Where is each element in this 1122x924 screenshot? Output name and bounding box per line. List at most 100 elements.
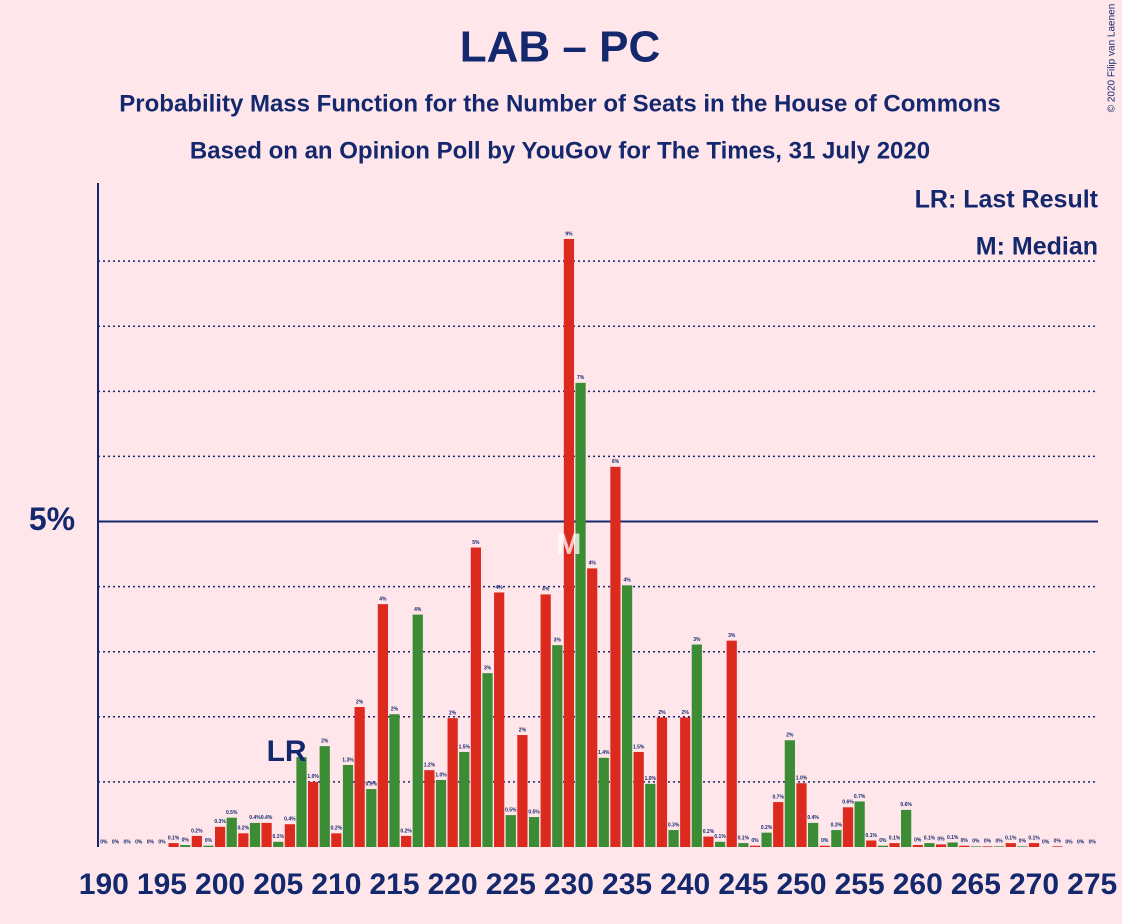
data-label: 0.1%: [866, 833, 878, 839]
bar: [540, 594, 551, 847]
bar: [773, 802, 784, 847]
data-label: 4%: [496, 585, 504, 591]
bar: [575, 382, 586, 847]
bar: [284, 824, 295, 847]
data-label: 3%: [693, 637, 701, 643]
data-label: 0.4%: [284, 817, 296, 823]
data-label: 4%: [589, 561, 597, 567]
chart-subtitle: Based on an Opinion Poll by YouGov for T…: [190, 137, 930, 164]
bar: [331, 833, 342, 847]
bar: [517, 735, 528, 847]
data-label: 0%: [100, 839, 108, 845]
data-label: 0.6%: [900, 802, 912, 808]
bar: [831, 830, 842, 847]
bar: [424, 770, 435, 847]
data-label: 0%: [972, 839, 980, 845]
bar: [389, 714, 400, 847]
data-label: 0.9%: [366, 781, 378, 787]
data-label: 0%: [147, 839, 155, 845]
data-label: 0%: [961, 838, 969, 844]
legend-entry: M: Median: [976, 233, 1098, 261]
data-label: 0.1%: [714, 834, 726, 840]
bar: [447, 718, 458, 847]
bar: [214, 826, 226, 847]
bar: [691, 644, 702, 847]
x-tick-label: 260: [893, 868, 943, 901]
data-label: 0.3%: [831, 822, 843, 828]
bar: [714, 841, 726, 847]
data-label: 0%: [205, 838, 213, 844]
x-tick-label: 195: [137, 868, 187, 901]
bar: [621, 585, 633, 847]
bar: [238, 833, 249, 847]
data-label: 2%: [682, 710, 690, 716]
bar: [749, 845, 761, 847]
data-label: 1.5%: [633, 744, 645, 750]
bar: [1052, 846, 1063, 847]
data-label: 2%: [519, 727, 527, 733]
bar: [703, 836, 714, 847]
data-label: 4%: [542, 587, 550, 593]
bar: [470, 547, 482, 847]
x-tick-label: 270: [1009, 868, 1059, 901]
bar: [726, 640, 737, 847]
data-label: 1.0%: [435, 772, 447, 778]
data-label: 0.1%: [1028, 835, 1040, 841]
data-label: 0.2%: [191, 828, 203, 834]
bar: [191, 835, 202, 847]
bar: [947, 842, 958, 847]
bar: [668, 830, 679, 847]
y-tick-label: 5%: [29, 501, 75, 537]
x-tick-label: 225: [486, 868, 536, 901]
bar: [796, 783, 807, 847]
bar: [203, 845, 214, 847]
data-label: 2%: [391, 707, 399, 713]
bar: [412, 614, 423, 847]
bar: [982, 846, 993, 847]
data-label: 1.3%: [342, 757, 354, 763]
x-tick-label: 235: [602, 868, 652, 901]
data-label: 0%: [1065, 839, 1073, 845]
data-label: 0.1%: [738, 835, 750, 841]
bar: [598, 757, 609, 847]
data-label: 1.2%: [424, 763, 436, 769]
x-tick-label: 220: [428, 868, 478, 901]
data-label: 0.4%: [807, 815, 819, 821]
bar: [494, 592, 505, 847]
data-label: 2%: [449, 710, 457, 716]
data-label: 0.5%: [505, 807, 517, 813]
x-tick-label: 210: [311, 868, 361, 901]
bar: [808, 822, 819, 847]
bar: [354, 707, 365, 847]
data-label: 0.2%: [703, 829, 715, 835]
data-label: 0%: [112, 839, 120, 845]
data-label: 0%: [1077, 839, 1085, 845]
bar: [877, 845, 888, 847]
bar: [249, 822, 261, 847]
data-label: 0.2%: [761, 825, 773, 831]
bar: [401, 835, 412, 847]
x-tick-label: 215: [369, 868, 419, 901]
x-tick-label: 265: [951, 868, 1001, 901]
bar: [552, 645, 563, 847]
data-label: 0.5%: [528, 809, 540, 815]
data-label: 0.2%: [331, 826, 343, 832]
median-marker: M: [556, 528, 581, 561]
data-label: 9%: [565, 231, 573, 237]
bar: [505, 815, 516, 847]
last-result-marker: LR: [267, 735, 307, 768]
data-label: 2%: [321, 738, 329, 744]
data-label: 1.0%: [645, 776, 657, 782]
data-label: 0.7%: [773, 794, 785, 800]
bar: [994, 846, 1005, 847]
bar: [1017, 846, 1028, 847]
data-label: 0%: [751, 838, 759, 844]
x-tick-label: 190: [79, 868, 129, 901]
data-label: 0.2%: [400, 828, 412, 834]
bar: [308, 781, 319, 847]
data-label: 0.6%: [842, 800, 854, 806]
bar: [168, 843, 179, 847]
chart-title: LAB – PC: [460, 23, 660, 72]
data-label: 0%: [996, 839, 1004, 845]
